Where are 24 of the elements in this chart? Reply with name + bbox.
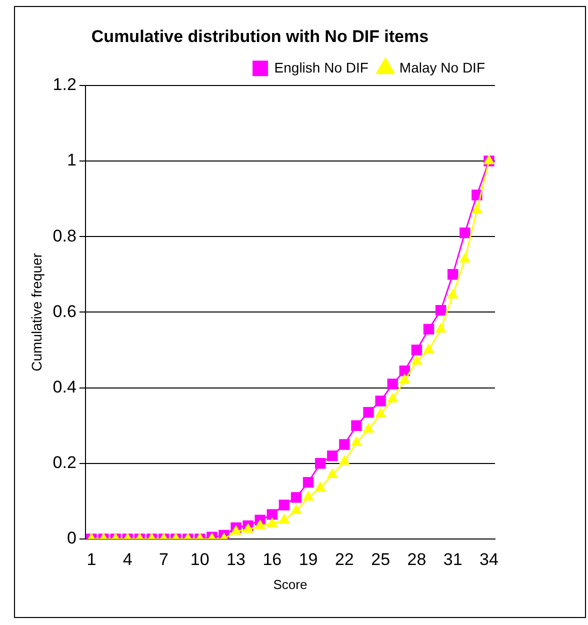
x-tick-label: 34	[480, 550, 498, 569]
y-axis-title: Cumulative frequer	[28, 252, 44, 372]
x-tick-label: 10	[190, 550, 210, 569]
y-tick-label: 1.2	[52, 75, 76, 94]
chart-title: Cumulative distribution with No DIF items	[91, 26, 429, 46]
y-tick-label: 0	[66, 528, 76, 548]
legend-label: Malay No DIF	[399, 59, 486, 76]
legend-label: English No DIF	[274, 59, 368, 76]
x-tick-label: 16	[262, 550, 282, 569]
y-tick-label: 0.2	[52, 453, 76, 472]
y-tick-label: 0.8	[52, 226, 76, 246]
x-tick-label: 13	[226, 550, 246, 569]
x-tick-label: 19	[298, 550, 318, 569]
y-tick-label: 1	[66, 150, 76, 170]
y-tick-label: 0.4	[52, 377, 76, 396]
x-tick-label: 1	[86, 550, 96, 569]
x-tick-label: 28	[407, 550, 426, 569]
x-tick-label: 22	[334, 550, 354, 569]
y-tick-label: 0.6	[52, 302, 76, 321]
x-tick-label: 31	[443, 550, 462, 569]
x-tick-label: 25	[371, 550, 390, 569]
x-tick-label: 7	[159, 550, 168, 569]
x-tick-label: 4	[122, 550, 132, 569]
x-axis-title: Score	[273, 576, 308, 592]
